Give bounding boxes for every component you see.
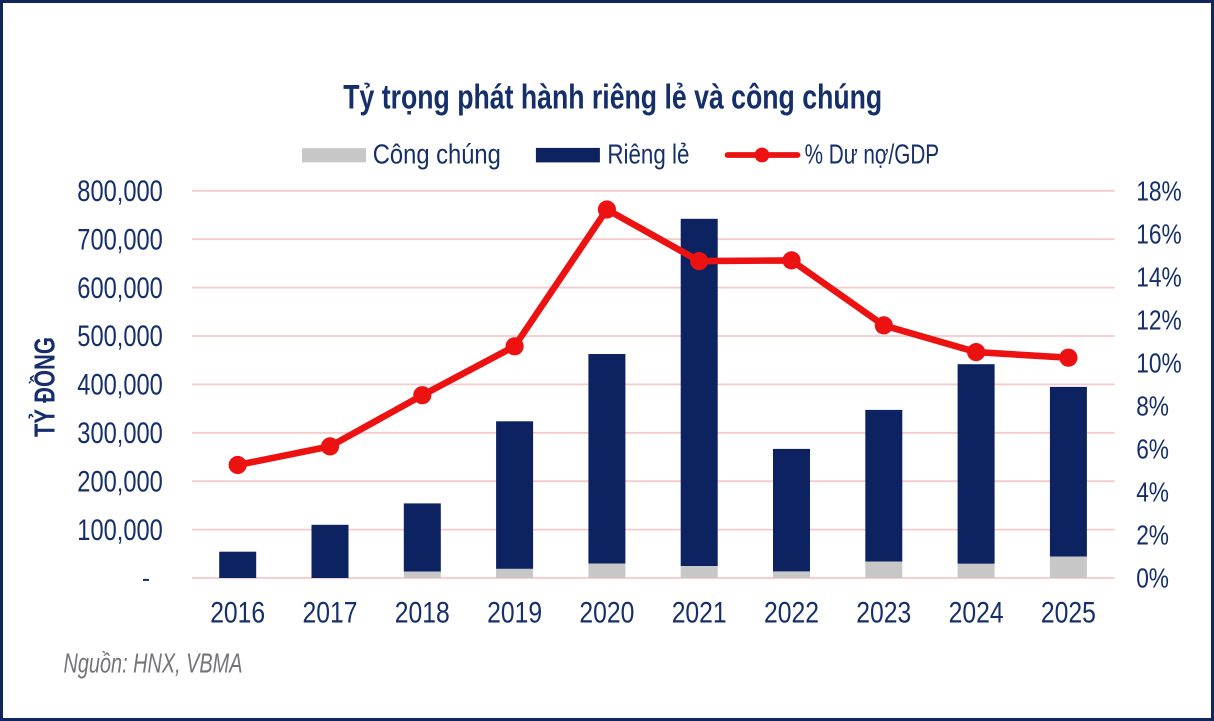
svg-text:2018: 2018 (395, 596, 450, 629)
svg-text:300,000: 300,000 (77, 417, 163, 450)
svg-text:2016: 2016 (210, 596, 265, 629)
svg-text:% Dư nợ/GDP: % Dư nợ/GDP (805, 139, 940, 170)
svg-text:12%: 12% (1136, 305, 1182, 336)
svg-text:200,000: 200,000 (77, 465, 163, 498)
svg-text:10%: 10% (1136, 348, 1182, 379)
svg-text:2%: 2% (1136, 520, 1169, 551)
svg-text:4%: 4% (1136, 477, 1169, 508)
svg-text:14%: 14% (1136, 262, 1182, 293)
svg-text:Công chúng: Công chúng (373, 139, 501, 170)
svg-text:800,000: 800,000 (77, 175, 163, 208)
svg-text:2025: 2025 (1041, 596, 1096, 629)
svg-text:6%: 6% (1136, 434, 1169, 465)
svg-text:2024: 2024 (949, 596, 1004, 629)
svg-text:Riêng lẻ: Riêng lẻ (607, 139, 689, 170)
svg-text:0%: 0% (1136, 563, 1169, 594)
svg-text:Nguồn: HNX, VBMA: Nguồn: HNX, VBMA (64, 647, 243, 678)
svg-text:2019: 2019 (487, 596, 542, 629)
svg-text:700,000: 700,000 (77, 223, 163, 256)
svg-text:400,000: 400,000 (77, 369, 163, 402)
svg-text:16%: 16% (1136, 219, 1182, 250)
svg-text:500,000: 500,000 (77, 320, 163, 353)
svg-text:2017: 2017 (303, 596, 358, 629)
svg-text:2020: 2020 (579, 596, 634, 629)
svg-text:8%: 8% (1136, 391, 1169, 422)
svg-text:2021: 2021 (672, 596, 727, 629)
svg-text:100,000: 100,000 (77, 514, 163, 547)
svg-text:TỶ ĐỒNG: TỶ ĐỒNG (28, 337, 62, 437)
svg-text:2022: 2022 (764, 596, 819, 629)
svg-text:18%: 18% (1136, 176, 1182, 207)
svg-text:2023: 2023 (856, 596, 911, 629)
svg-text:600,000: 600,000 (77, 272, 163, 305)
svg-text:Tỷ trọng phát hành riêng lẻ và: Tỷ trọng phát hành riêng lẻ và công chún… (343, 79, 882, 117)
